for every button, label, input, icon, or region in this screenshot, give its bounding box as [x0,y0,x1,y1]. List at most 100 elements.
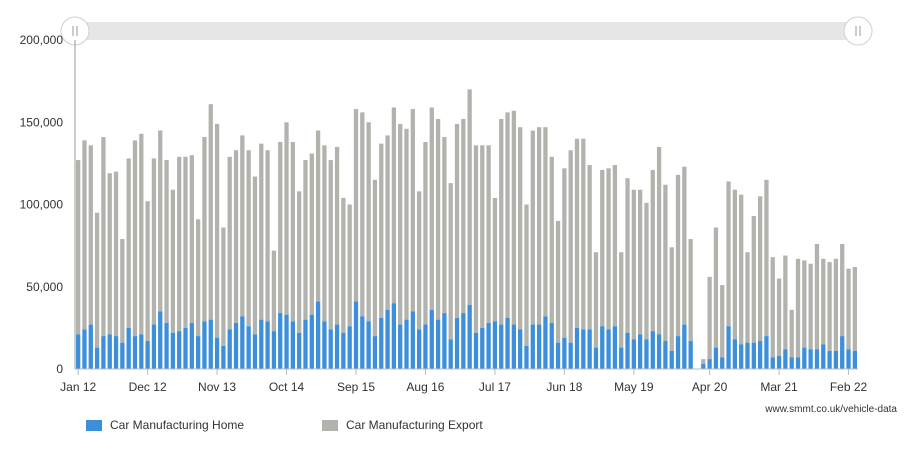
bar-home[interactable] [745,342,750,369]
bar-export[interactable] [297,191,302,333]
bar-home[interactable] [76,334,81,369]
bar-export[interactable] [776,278,782,356]
bar-export[interactable] [132,140,138,337]
bar-export[interactable] [170,189,176,333]
bar-export[interactable] [233,150,239,323]
bar-home[interactable] [202,321,207,369]
bar-export[interactable] [398,123,403,325]
bar-export[interactable] [126,158,131,328]
bar-home[interactable] [492,321,498,369]
bar-export[interactable] [543,127,548,317]
bar-export[interactable] [404,128,409,320]
navigator-scrollbar[interactable] [60,16,873,46]
bar-export[interactable] [587,165,592,330]
bar-export[interactable] [511,110,517,325]
bar-home[interactable] [309,314,314,369]
bar-export[interactable] [808,263,813,350]
bar-home[interactable] [821,344,826,369]
bar-home[interactable] [183,327,188,369]
bar-export[interactable] [454,123,460,319]
bar-home[interactable] [581,329,586,369]
bar-home[interactable] [120,342,125,369]
bar-export[interactable] [101,137,106,337]
bar-home[interactable] [600,326,605,369]
bar-export[interactable] [619,252,624,348]
bar-home[interactable] [107,334,112,369]
bar-export[interactable] [334,146,340,325]
bar-home[interactable] [240,316,245,369]
bar-home[interactable] [461,313,466,369]
bar-export[interactable] [82,140,87,330]
bar-home[interactable] [353,301,359,369]
bar-export[interactable] [435,118,441,320]
bar-export[interactable] [94,212,100,348]
bar-home[interactable] [625,332,630,369]
bar-export[interactable] [372,179,378,337]
bar-export[interactable] [391,107,397,304]
bar-export[interactable] [669,247,674,351]
scrollbar-right-handle[interactable] [843,16,873,46]
bar-export[interactable] [113,171,119,337]
bar-home[interactable] [385,309,390,369]
bar-export[interactable] [284,122,289,315]
bar-home[interactable] [416,329,422,369]
bar-export[interactable] [707,276,712,360]
bar-export[interactable] [663,184,668,342]
bar-home[interactable] [366,321,371,369]
bar-home[interactable] [675,336,681,369]
bar-home[interactable] [189,322,194,369]
bar-home[interactable] [410,311,415,369]
bar-export[interactable] [814,243,820,350]
bar-home[interactable] [562,337,567,369]
bar-home[interactable] [315,301,321,369]
bar-export[interactable] [852,267,857,351]
bar-home[interactable] [707,359,712,369]
bar-home[interactable] [334,324,340,369]
bar-home[interactable] [404,319,409,369]
bar-export[interactable] [739,194,744,345]
bar-home[interactable] [688,341,693,369]
bar-home[interactable] [713,347,719,369]
bar-home[interactable] [126,327,131,369]
bar-export[interactable] [227,156,232,330]
bar-export[interactable] [631,189,636,340]
bar-home[interactable] [448,339,453,369]
bar-home[interactable] [631,339,636,369]
bar-export[interactable] [492,197,498,322]
bar-home[interactable] [574,327,580,369]
bar-home[interactable] [101,336,106,369]
bar-export[interactable] [366,122,371,322]
bar-home[interactable] [644,339,649,369]
bar-export[interactable] [410,109,415,312]
bar-home[interactable] [328,329,333,369]
bar-home[interactable] [177,331,182,369]
bar-export[interactable] [416,191,422,330]
bar-home[interactable] [467,304,472,369]
bar-home[interactable] [88,324,93,369]
bar-home[interactable] [82,329,87,369]
bar-export[interactable] [429,107,434,310]
bar-export[interactable] [713,227,719,348]
bar-home[interactable] [486,322,491,369]
bar-export[interactable] [448,183,453,340]
bar-home[interactable] [808,349,813,369]
bar-export[interactable] [467,89,472,305]
bar-home[interactable] [846,349,851,369]
bar-export[interactable] [221,227,226,346]
bar-home[interactable] [480,327,485,369]
bar-export[interactable] [600,169,605,327]
bar-export[interactable] [240,135,245,317]
bar-home[interactable] [852,350,857,369]
bar-export[interactable] [518,127,523,330]
bar-export[interactable] [638,189,643,335]
bar-home[interactable] [739,344,744,369]
bar-export[interactable] [347,204,352,327]
bar-export[interactable] [795,258,801,358]
bar-export[interactable] [107,173,112,335]
bar-home[interactable] [650,331,655,369]
bar-export[interactable] [486,145,491,323]
bar-export[interactable] [315,130,321,302]
bar-home[interactable] [543,316,548,369]
bar-home[interactable] [214,337,220,369]
bar-export[interactable] [783,255,788,350]
